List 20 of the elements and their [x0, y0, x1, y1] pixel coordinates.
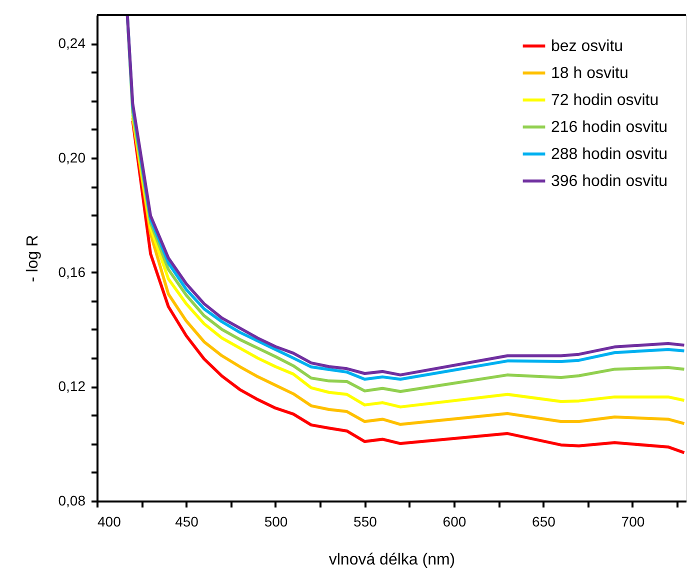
x-tick-label: 500: [264, 514, 288, 530]
x-tick-label: 400: [98, 514, 122, 530]
y-axis-title: - log R: [24, 234, 42, 282]
legend-label: 216 hodin osvitu: [551, 119, 668, 136]
x-tick-label: 450: [175, 514, 199, 530]
y-tick-label: 0,24: [58, 35, 86, 52]
x-tick-label: 650: [532, 514, 556, 530]
legend-label: bez osvitu: [551, 38, 624, 55]
legend-label: 18 h osvitu: [551, 65, 628, 82]
y-tick-label: 0,20: [58, 149, 86, 166]
legend-label: 288 hodin osvitu: [551, 146, 668, 163]
y-tick-label: 0,08: [58, 492, 86, 508]
y-tick-label: 0,12: [58, 378, 86, 394]
x-tick-label: 700: [621, 514, 645, 530]
legend-label: 396 hodin osvitu: [551, 173, 668, 190]
x-axis-title: vlnová délka (nm): [328, 552, 456, 568]
legend-label: 72 hodin osvitu: [551, 92, 659, 109]
x-tick-label: 550: [354, 514, 378, 530]
x-tick-label: 600: [442, 514, 466, 530]
y-tick-label: 0,16: [58, 264, 86, 280]
